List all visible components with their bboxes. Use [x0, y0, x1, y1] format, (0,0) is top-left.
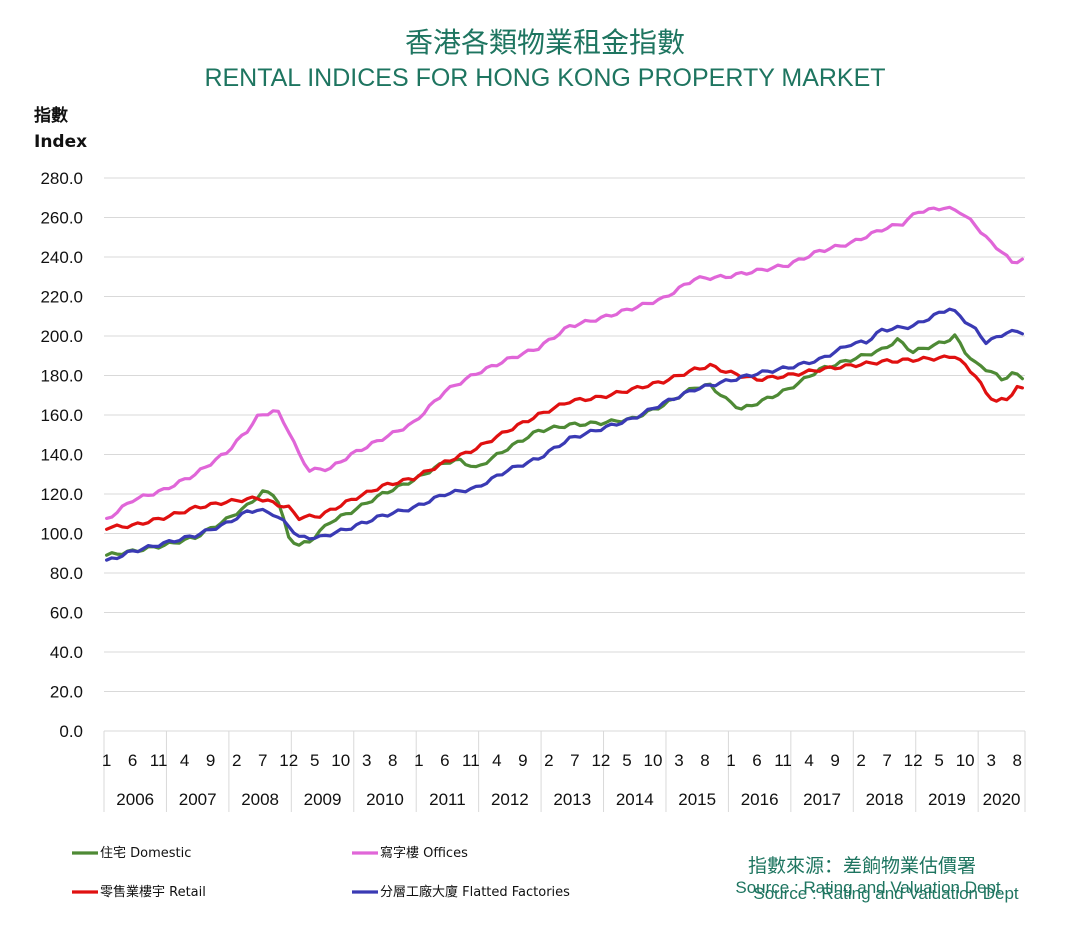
- x-tick-label: 7: [570, 751, 579, 770]
- x-tick-label: 12: [904, 751, 923, 770]
- year-label: 2012: [491, 790, 529, 809]
- year-label: 2007: [179, 790, 217, 809]
- x-tick-label: 8: [700, 751, 709, 770]
- y-tick-label: 60.0: [50, 604, 83, 623]
- x-tick-label: 8: [1012, 751, 1021, 770]
- year-label: 2014: [616, 790, 654, 809]
- legend-label: 住宅 Domestic: [100, 846, 191, 861]
- x-tick-label: 4: [180, 751, 189, 770]
- x-tick-label: 12: [591, 751, 610, 770]
- year-label: 2013: [553, 790, 591, 809]
- source-en: Source : Rating and Valuation Dept: [735, 878, 1001, 897]
- chart-subtitle: RENTAL INDICES FOR HONG KONG PROPERTY MA…: [204, 64, 885, 92]
- y-tick-label: 40.0: [50, 643, 83, 662]
- x-tick-label: 5: [310, 751, 319, 770]
- y-axis-label-en: Index: [34, 132, 87, 152]
- x-tick-label: 8: [388, 751, 397, 770]
- y-tick-label: 280.0: [40, 169, 83, 188]
- x-tick-label: 11: [462, 751, 480, 770]
- y-tick-label: 20.0: [50, 683, 83, 702]
- year-label: 2015: [678, 790, 716, 809]
- year-labels: 2006 2007 2008 2009 2010 2011 2012 2013 2014 2015…: [116, 790, 1020, 809]
- y-tick-label: 260.0: [40, 209, 83, 228]
- x-tick-labels: 1 6 11 4 9 2 7 12 5 10 3 8 1 6 11 4 9 2 7 12 5 10 3 8 1 6 11 4 9 2 7 12…: [102, 751, 1022, 770]
- series-line: [104, 307, 1025, 562]
- x-tick-label: 1: [414, 751, 423, 770]
- y-tick-labels: 0.0 20.0 40.0 60.0 80.0 100.0 120.0 140.0 160.0 1…: [40, 169, 83, 741]
- x-tick-label: 2: [544, 751, 553, 770]
- series-lines: [104, 205, 1025, 562]
- chart-title: 香港各類物業租金指數: [405, 26, 685, 59]
- x-tick-label: 9: [518, 751, 527, 770]
- series-line: [104, 205, 1025, 521]
- x-tick-label: 7: [258, 751, 267, 770]
- x-tick-label: 10: [643, 751, 662, 770]
- x-tick-label: 3: [986, 751, 995, 770]
- x-tick-label: 5: [622, 751, 631, 770]
- year-label: 2016: [741, 790, 779, 809]
- legend-label: 寫字樓 Offices: [380, 845, 468, 861]
- y-tick-label: 100.0: [40, 525, 83, 544]
- x-tick-label: 9: [206, 751, 215, 770]
- year-label: 2011: [429, 790, 466, 809]
- x-tick-label: 4: [492, 751, 501, 770]
- y-tick-label: 120.0: [40, 485, 83, 504]
- legend-label: 零售業樓宇 Retail: [100, 884, 206, 900]
- x-tick-label: 7: [882, 751, 891, 770]
- y-tick-label: 160.0: [40, 406, 83, 425]
- source-en-overprint: Source : Rating and Valuation Dept: [753, 884, 1019, 903]
- year-label: 2017: [803, 790, 841, 809]
- year-label: 2019: [928, 790, 966, 809]
- x-tick-label: 9: [830, 751, 839, 770]
- x-tick-label: 1: [726, 751, 735, 770]
- x-tick-label: 6: [440, 751, 449, 770]
- year-label: 2006: [116, 790, 154, 809]
- year-label: 2008: [241, 790, 279, 809]
- year-label: 2020: [983, 790, 1021, 809]
- x-tick-label: 11: [150, 751, 168, 770]
- year-label: 2010: [366, 790, 404, 809]
- x-tick-label: 4: [804, 751, 813, 770]
- y-tick-label: 80.0: [50, 564, 83, 583]
- legend: 住宅 Domestic 寫字樓 Offices 零售業樓宇 Retail 分層工廠大廈…: [72, 845, 570, 900]
- y-tick-label: 0.0: [59, 722, 83, 741]
- x-tick-label: 3: [362, 751, 371, 770]
- x-tick-label: 12: [279, 751, 298, 770]
- legend-label: 分層工廠大廈 Flatted Factories: [380, 884, 570, 900]
- y-tick-label: 200.0: [40, 327, 83, 346]
- x-tick-label: 10: [331, 751, 350, 770]
- series-line: [104, 333, 1025, 557]
- x-tick-label: 1: [102, 751, 111, 770]
- y-tick-label: 140.0: [40, 446, 83, 465]
- y-tick-label: 220.0: [40, 288, 83, 307]
- x-tick-label: 6: [752, 751, 761, 770]
- series-line: [104, 354, 1025, 531]
- x-tick-label: 10: [956, 751, 975, 770]
- x-tick-label: 6: [128, 751, 137, 770]
- x-tick-label: 3: [674, 751, 683, 770]
- gridlines: [103, 177, 1026, 812]
- x-tick-label: 11: [774, 751, 792, 770]
- year-label: 2009: [304, 790, 342, 809]
- source-zh: 指數來源：差餉物業估價署: [748, 855, 976, 877]
- y-axis-label-zh: 指數: [34, 105, 68, 126]
- y-tick-label: 180.0: [40, 367, 83, 386]
- x-tick-label: 2: [232, 751, 241, 770]
- year-label: 2018: [866, 790, 904, 809]
- x-tick-label: 5: [934, 751, 943, 770]
- x-tick-label: 2: [856, 751, 865, 770]
- y-tick-label: 240.0: [40, 248, 83, 267]
